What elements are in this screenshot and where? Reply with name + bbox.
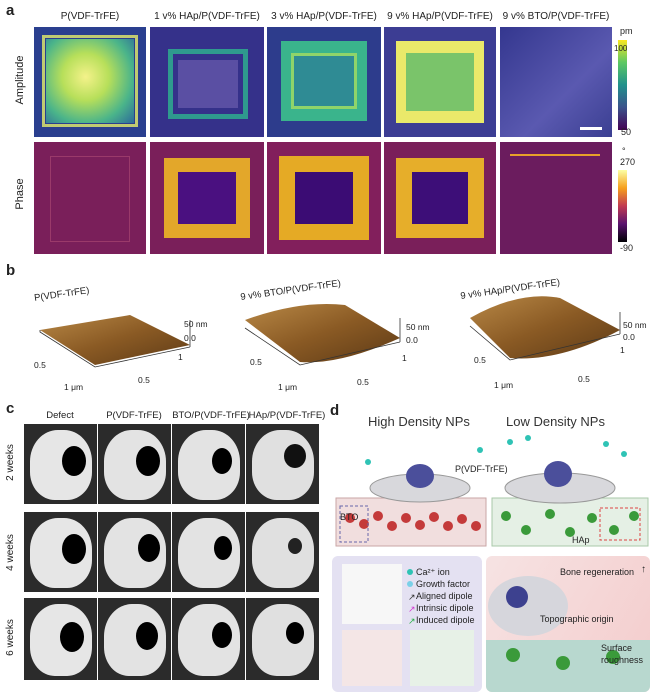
z-zero-1: 0.0 bbox=[184, 333, 196, 343]
ca-ion-icon bbox=[407, 569, 413, 575]
up-arrow-icon: ↑ bbox=[641, 564, 646, 575]
z-zero-2: 0.0 bbox=[406, 335, 418, 345]
axis-half-2a: 0.5 bbox=[250, 357, 262, 367]
axis-one-2: 1 bbox=[402, 353, 407, 363]
ct-4w-defect bbox=[24, 512, 97, 592]
z-label-1: 50 nm bbox=[184, 319, 208, 329]
topographic-label: Topographic origin bbox=[540, 614, 614, 624]
amplitude-map-4 bbox=[384, 27, 496, 137]
phase-unit: ° bbox=[622, 146, 626, 156]
phase-map-4 bbox=[384, 142, 496, 254]
column-title-2: 1 v% HAp/P(VDF-TrFE) bbox=[154, 11, 260, 22]
amplitude-unit: pm bbox=[620, 26, 633, 36]
axis-half-1a: 0.5 bbox=[34, 360, 46, 370]
axis-half-3a: 0.5 bbox=[474, 355, 486, 365]
ct-col-bto: BTO/P(VDF-TrFE) bbox=[172, 410, 250, 421]
phase-min: -90 bbox=[620, 243, 634, 253]
ct-6w-bto bbox=[172, 598, 245, 680]
aligned-dipole-icon: ↗ bbox=[408, 592, 416, 602]
growth-factor-icon bbox=[407, 581, 413, 587]
phase-map-3 bbox=[267, 142, 381, 254]
phase-max: 270 bbox=[620, 157, 636, 167]
ct-2w-pvdf bbox=[98, 424, 171, 504]
ct-col-defect: Defect bbox=[46, 410, 74, 421]
ct-col-pvdf: P(VDF-TrFE) bbox=[106, 410, 162, 421]
column-title-3: 3 v% HAp/P(VDF-TrFE) bbox=[271, 11, 377, 22]
week-label-2: 2 weeks bbox=[4, 444, 16, 481]
high-density-title: High Density NPs bbox=[368, 414, 470, 429]
phase-colorbar bbox=[618, 170, 627, 242]
axis-um-2: 1 μm bbox=[278, 382, 298, 392]
phase-map-5 bbox=[500, 142, 612, 254]
ct-4w-bto bbox=[172, 512, 245, 592]
phase-map-1 bbox=[34, 142, 146, 254]
amplitude-map-2 bbox=[150, 27, 264, 137]
amplitude-map-1 bbox=[34, 27, 146, 137]
row-label-phase: Phase bbox=[14, 178, 26, 210]
z-label-2: 50 nm bbox=[406, 322, 430, 332]
axis-one-1: 1 bbox=[178, 352, 183, 362]
legend-aligned-dipole: Aligned dipole bbox=[416, 591, 473, 601]
bone-regen-label: Bone regeneration bbox=[560, 567, 635, 577]
bone-regeneration-panel bbox=[486, 556, 650, 692]
legend-ca-ion: Ca²⁺ ion bbox=[416, 567, 450, 577]
ct-2w-defect bbox=[24, 424, 97, 504]
z-label-3: 50 nm bbox=[623, 320, 647, 330]
axis-half-2b: 0.5 bbox=[357, 377, 369, 387]
week-label-4: 4 weeks bbox=[4, 534, 16, 571]
column-title-5: 9 v% BTO/P(VDF-TrFE) bbox=[502, 11, 610, 22]
scale-bar bbox=[580, 127, 602, 130]
panel-label-a: a bbox=[6, 2, 15, 19]
z-zero-3: 0.0 bbox=[623, 332, 635, 342]
intrinsic-dipole-icon: ↗ bbox=[408, 604, 416, 614]
week-label-6: 6 weeks bbox=[4, 619, 16, 656]
low-density-title: Low Density NPs bbox=[506, 414, 605, 429]
legend-induced-dipole: Induced dipole bbox=[416, 615, 475, 625]
induced-dipole-icon: ↗ bbox=[408, 616, 416, 626]
amplitude-max: 100 bbox=[614, 44, 628, 53]
panel-label-c: c bbox=[6, 400, 15, 417]
axis-one-3: 1 bbox=[620, 345, 625, 355]
ct-6w-pvdf bbox=[98, 598, 171, 680]
ct-6w-hap bbox=[246, 598, 319, 680]
axis-half-3b: 0.5 bbox=[578, 374, 590, 384]
density-schematic bbox=[335, 435, 649, 547]
panel-label-d: d bbox=[330, 402, 340, 419]
axis-um-3: 1 μm bbox=[494, 380, 514, 390]
hap-label: HAp bbox=[572, 535, 590, 545]
bto-label: BTO bbox=[340, 512, 359, 522]
axis-um-1: 1 μm bbox=[64, 382, 84, 392]
surface-plots bbox=[39, 296, 621, 368]
pvdf-label: P(VDF-TrFE) bbox=[455, 464, 508, 474]
column-title-1: P(VDF-TrFE) bbox=[60, 11, 120, 22]
ct-4w-hap bbox=[246, 512, 319, 592]
axis-half-1b: 0.5 bbox=[138, 375, 150, 385]
surface-1 bbox=[40, 315, 190, 365]
phase-map-2 bbox=[150, 142, 264, 254]
ct-4w-pvdf bbox=[98, 512, 171, 592]
row-label-amplitude: Amplitude bbox=[14, 55, 26, 105]
ct-6w-defect bbox=[24, 598, 97, 680]
ct-col-hap: HAp/P(VDF-TrFE) bbox=[248, 410, 326, 421]
ct-2w-bto bbox=[172, 424, 245, 504]
surface-2 bbox=[245, 304, 400, 363]
surface-roughness-label: Surface roughness bbox=[601, 643, 644, 665]
dipole-legend-panel bbox=[332, 556, 482, 692]
legend-intrinsic-dipole: Intrinsic dipole bbox=[416, 603, 474, 613]
legend-growth-factor: Growth factor bbox=[416, 579, 471, 589]
ct-2w-hap bbox=[246, 424, 319, 504]
amplitude-colorbar bbox=[618, 40, 627, 130]
column-title-4: 9 v% HAp/P(VDF-TrFE) bbox=[387, 11, 493, 22]
amplitude-map-5 bbox=[500, 27, 612, 137]
panel-label-b: b bbox=[6, 262, 16, 279]
surface-3 bbox=[470, 296, 620, 359]
amplitude-min: 50 bbox=[621, 127, 632, 137]
amplitude-map-3 bbox=[267, 27, 381, 137]
